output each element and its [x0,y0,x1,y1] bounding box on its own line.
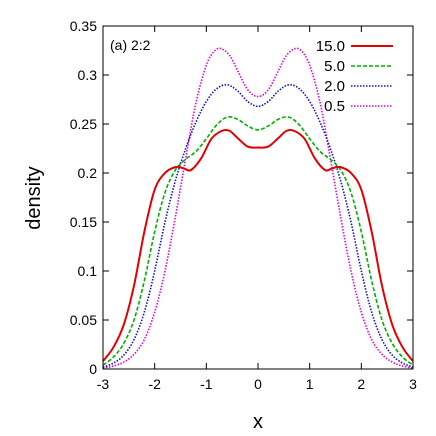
plot-lines [102,47,414,369]
x-axis-title: x [253,411,263,433]
x-tick-label: -1 [200,376,213,392]
legend: 15.0 5.0 2.0 0.5 [316,38,393,115]
axis-tick-labels: -3 -2 -1 0 1 2 3 0 0.05 0.1 0.15 0.2 0.25 0.3 0.35 [70,18,417,392]
y-tick-label: 0.2 [78,165,98,181]
x-tick-label: 1 [306,376,314,392]
x-tick-label: 3 [409,376,417,392]
plot-frame [102,25,414,370]
legend-label-15.0: 15.0 [316,38,345,55]
x-tick-label: -2 [148,376,161,392]
x-tick-label: 0 [254,376,262,392]
y-axis-title: density [23,166,45,229]
series-line-2.0 [102,83,414,368]
legend-label-0.5: 0.5 [324,98,345,115]
series-line-0.5 [102,47,414,369]
y-tick-label: 0.05 [70,312,97,328]
y-tick-label: 0.25 [70,116,97,132]
y-tick-label: 0.35 [70,18,97,34]
y-tick-label: 0.15 [70,214,97,230]
legend-label-2.0: 2.0 [324,78,345,95]
axis-ticks [102,25,414,370]
series-line-5.0 [102,116,414,366]
y-tick-label: 0.1 [78,263,98,279]
panel-label: (a) 2:2 [110,37,151,53]
series-line-15.0 [102,128,414,362]
legend-label-5.0: 5.0 [324,58,345,75]
x-tick-label: -3 [97,376,110,392]
y-tick-label: 0 [89,361,97,377]
x-tick-label: 2 [357,376,365,392]
y-tick-label: 0.3 [78,67,98,83]
